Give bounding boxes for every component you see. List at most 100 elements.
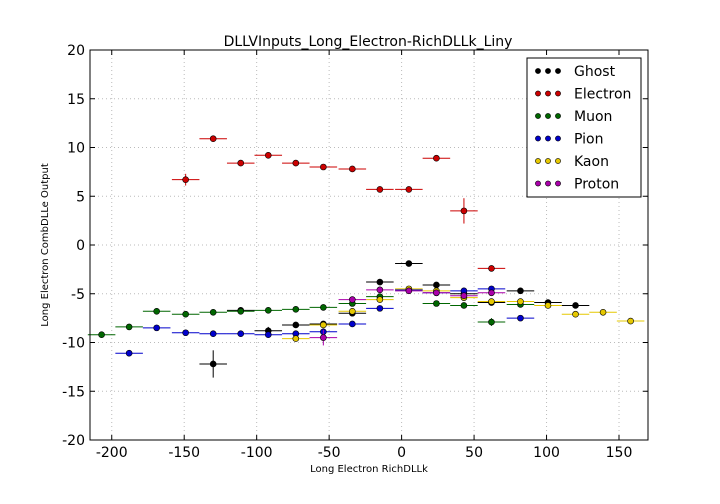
legend-marker xyxy=(535,90,541,97)
data-point xyxy=(209,135,217,143)
data-point xyxy=(264,331,272,339)
y-tick-label: -5 xyxy=(71,287,85,303)
legend-marker xyxy=(555,68,561,74)
legend-marker xyxy=(545,113,551,119)
data-point xyxy=(153,307,160,315)
axis-ticks: -200 -150 -100 -50 0 50 100 150-20-15-10-505101… xyxy=(62,43,648,461)
data-point xyxy=(182,176,189,183)
data-point xyxy=(320,321,327,329)
legend-marker xyxy=(545,180,551,187)
data-point xyxy=(433,300,440,307)
data-point xyxy=(627,317,634,325)
data-point xyxy=(320,304,327,311)
data-point xyxy=(320,334,327,341)
legend-marker xyxy=(535,158,541,164)
legend-label-kaon: Kaon xyxy=(574,154,609,170)
data-point xyxy=(349,307,356,315)
data-point xyxy=(572,302,579,309)
data-point xyxy=(349,320,356,328)
legend-label-electron: Electron xyxy=(574,87,631,103)
x-tick-label: -200 xyxy=(96,445,128,461)
series-kaon xyxy=(282,285,645,342)
series-electron xyxy=(171,135,506,272)
data-point xyxy=(292,159,300,167)
data-point xyxy=(182,310,189,318)
legend-marker xyxy=(555,113,561,119)
data-point xyxy=(405,287,413,295)
data-point xyxy=(572,310,579,318)
data-point xyxy=(292,335,300,342)
data-point xyxy=(292,306,300,313)
legend-marker xyxy=(555,90,561,97)
chart-title: DLLVInputs_Long_Electron-RichDLLk_Liny xyxy=(224,34,513,50)
data-point xyxy=(376,296,384,303)
data-point xyxy=(433,289,440,297)
data-point xyxy=(433,154,440,162)
legend-marker xyxy=(545,135,551,142)
data-point xyxy=(376,286,384,294)
x-tick-label: -150 xyxy=(168,445,200,461)
data-point xyxy=(517,287,524,295)
data-point xyxy=(376,305,384,312)
x-tick-label: 150 xyxy=(606,445,633,461)
data-point xyxy=(125,323,133,331)
data-point xyxy=(460,302,468,309)
x-axis-label: Long Electron RichDLLk xyxy=(310,464,428,475)
data-point xyxy=(349,296,356,303)
data-point xyxy=(98,331,105,339)
plot-marks xyxy=(87,135,645,378)
legend-box xyxy=(526,57,642,198)
data-point xyxy=(405,260,413,267)
data-point xyxy=(182,329,189,337)
y-tick-label: 5 xyxy=(76,189,85,205)
y-tick-label: 20 xyxy=(67,43,85,59)
x-tick-label: 50 xyxy=(465,445,483,461)
y-axis-label: Long Electron CombDLLe Output xyxy=(40,163,51,327)
data-point xyxy=(376,278,384,286)
data-point xyxy=(488,298,495,305)
legend-label-muon: Muon xyxy=(574,109,612,125)
data-point xyxy=(460,292,468,300)
x-tick-label: 100 xyxy=(533,445,560,461)
data-point xyxy=(460,207,468,215)
legend-marker xyxy=(555,180,561,187)
legend-marker xyxy=(545,158,551,164)
y-tick-label: 0 xyxy=(76,238,85,254)
data-point xyxy=(517,314,524,322)
legend-marker xyxy=(535,135,541,142)
x-tick-label: 0 xyxy=(397,445,406,461)
data-point xyxy=(125,349,133,357)
data-point xyxy=(405,186,413,193)
data-point xyxy=(376,186,384,193)
data-point xyxy=(517,298,524,305)
y-tick-label: 10 xyxy=(67,141,85,157)
data-point xyxy=(488,318,495,326)
data-point xyxy=(433,281,440,289)
legend-label-pion: Pion xyxy=(574,132,603,148)
data-point xyxy=(320,163,327,171)
y-tick-label: 15 xyxy=(67,92,85,108)
data-point xyxy=(237,330,245,338)
series-proton xyxy=(309,286,506,346)
legend-marker xyxy=(545,68,551,74)
x-tick-label: -50 xyxy=(318,445,341,461)
legend-marker xyxy=(535,68,541,74)
legend-label-proton: Proton xyxy=(574,177,619,193)
data-point xyxy=(209,360,217,368)
legend-label-ghost: Ghost xyxy=(574,64,616,80)
data-point xyxy=(237,307,245,315)
legend-marker xyxy=(535,113,541,119)
data-point xyxy=(264,152,272,159)
data-point xyxy=(292,321,300,329)
y-tick-label: -10 xyxy=(62,336,85,352)
legend-marker xyxy=(545,90,551,97)
data-point xyxy=(153,324,160,332)
x-tick-label: -100 xyxy=(241,445,273,461)
data-point xyxy=(237,159,245,167)
y-tick-label: -15 xyxy=(62,384,85,400)
data-point xyxy=(264,307,272,314)
data-point xyxy=(488,265,495,272)
data-point xyxy=(209,308,217,316)
data-point xyxy=(599,308,607,316)
